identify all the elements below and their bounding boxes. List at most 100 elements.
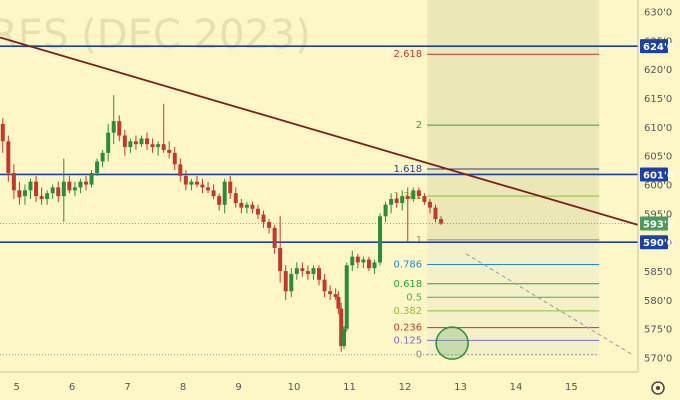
candle-body <box>22 190 27 197</box>
candle-body <box>50 187 55 194</box>
projection-line[interactable] <box>465 253 633 356</box>
fib-level-label: 0.786 <box>394 259 423 270</box>
price-axis-tick: 605'0 <box>644 152 672 163</box>
time-axis-panel[interactable] <box>0 372 680 400</box>
candle-body <box>272 227 277 248</box>
candle-body <box>100 152 105 162</box>
candle-body <box>394 198 399 204</box>
candle-body <box>228 181 233 194</box>
candle-body <box>383 204 388 217</box>
candle-body <box>433 207 438 220</box>
candle-body <box>233 193 238 204</box>
candle-body <box>283 271 288 292</box>
candle-body <box>300 268 305 272</box>
price-tag-label: 601'6 <box>643 170 674 181</box>
candle-body <box>267 222 272 228</box>
price-tag-label: 624'0 <box>643 42 674 53</box>
price-axis-tick: 630'0 <box>644 8 672 19</box>
fib-zone-upper <box>427 0 600 240</box>
candle-body <box>183 175 188 185</box>
time-axis-tick: 6 <box>69 382 75 393</box>
candle-body <box>261 214 266 223</box>
candle-body <box>322 279 327 292</box>
time-axis-tick: 9 <box>235 382 241 393</box>
price-tag[interactable] <box>640 167 668 182</box>
fib-level-label: 0.236 <box>394 323 423 334</box>
price-axis-tick: 610'0 <box>644 123 672 134</box>
time-axis-tick: 10 <box>288 382 301 393</box>
time-axis-tick: 14 <box>510 382 523 393</box>
candle-body <box>78 181 83 188</box>
candle-body <box>89 173 94 185</box>
candle-body <box>411 190 416 199</box>
candle-body <box>416 190 421 197</box>
candle-body <box>200 184 205 188</box>
candle-body <box>11 173 16 191</box>
candle-body <box>189 181 194 185</box>
watermark-text: RES (DEC 2023) <box>0 12 311 58</box>
price-axis-panel[interactable] <box>638 0 680 400</box>
candle-body <box>336 297 341 309</box>
candle-body <box>72 187 77 191</box>
time-axis-tick: 11 <box>343 382 356 393</box>
fib-level-label: 0 <box>416 350 422 361</box>
price-tag[interactable] <box>640 39 668 54</box>
candle-body <box>366 259 371 269</box>
price-tag-label: 593'2 <box>643 219 674 230</box>
candle-body <box>339 308 344 347</box>
candle-body <box>422 196 427 202</box>
candle-body <box>111 121 116 133</box>
candle-body <box>61 181 66 197</box>
candle-body <box>0 124 5 142</box>
candle-body <box>389 198 394 205</box>
price-axis-tick: 600'0 <box>644 181 672 192</box>
candle-body <box>217 196 222 205</box>
price-axis-tick: 595'0 <box>644 209 672 220</box>
price-tag[interactable] <box>640 216 668 231</box>
time-axis-tick: 8 <box>180 382 186 393</box>
trendline[interactable] <box>0 36 639 226</box>
candle-body <box>328 291 333 295</box>
price-axis-tick: 570'0 <box>644 354 672 365</box>
settings-icon[interactable] <box>651 381 665 395</box>
price-axis-tick: 615'0 <box>644 94 672 105</box>
candle-body <box>95 161 100 174</box>
candle-body <box>350 256 355 266</box>
candle-body <box>206 187 211 191</box>
highlight-circle[interactable] <box>435 326 469 360</box>
candle-body <box>6 141 11 174</box>
candle-body <box>150 144 155 148</box>
candle-body <box>333 294 338 298</box>
candle-body <box>405 196 410 199</box>
price-axis-tick: 585'0 <box>644 267 672 278</box>
candle-body <box>378 216 383 263</box>
candle-body <box>83 181 88 185</box>
candle-body <box>194 181 199 185</box>
fib-level-label: 0.618 <box>394 279 423 290</box>
candle-body <box>133 141 138 145</box>
candle-body <box>34 181 39 197</box>
candle-body <box>278 248 283 272</box>
candle-body <box>222 181 227 205</box>
fib-level-label: 0.5 <box>406 292 422 303</box>
fib-level-label: 0.125 <box>394 335 423 346</box>
candle-body <box>305 271 310 274</box>
fib-level-label: 1.618 <box>394 164 423 175</box>
candle-body <box>172 152 177 165</box>
candle-body <box>178 164 183 176</box>
candle-body <box>128 141 133 148</box>
candle-body <box>122 135 127 148</box>
time-axis-tick: 7 <box>124 382 130 393</box>
candle-body <box>289 273 294 292</box>
candle-body <box>106 132 111 153</box>
price-tag[interactable] <box>640 235 668 250</box>
candle-body <box>427 201 432 208</box>
candle-body <box>341 328 346 347</box>
candle-body <box>372 262 377 269</box>
fib-level-label: 2 <box>416 120 422 131</box>
candle-body <box>28 181 33 191</box>
candle-body <box>317 268 321 280</box>
candle-body <box>355 256 360 263</box>
